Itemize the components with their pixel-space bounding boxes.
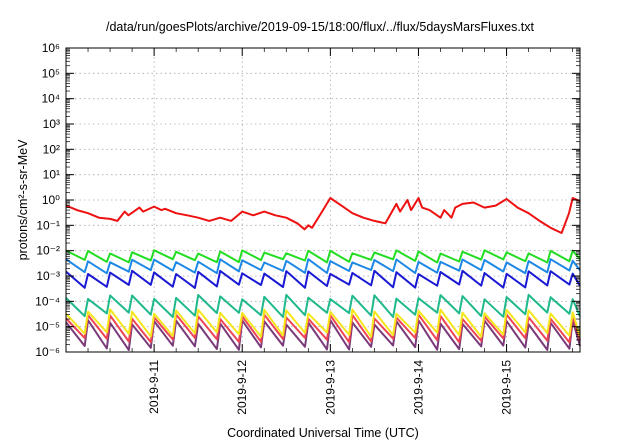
y-tick-label: 10³	[43, 117, 60, 131]
y-tick-label: 10²	[43, 142, 60, 156]
y-axis: 10⁻⁶ 10⁻⁵ 10⁻⁴ 10⁻³ 10⁻² 10⁻¹ 10⁰ 10¹ 10² 10³ 10⁴ 1…	[35, 41, 580, 359]
x-tick-label: 2019-9-15	[500, 360, 514, 415]
y-tick-label: 10⁻⁶	[35, 345, 60, 359]
y-tick-label: 10⁵	[42, 66, 60, 80]
y-tick-label: 10⁴	[41, 92, 60, 106]
y-tick-label: 10⁻¹	[36, 218, 60, 232]
series-line-4	[65, 269, 581, 289]
x-tick-label: 2019-9-12	[235, 360, 249, 415]
y-tick-label: 10⁻²	[36, 244, 60, 258]
y-tick-label: 10⁶	[42, 41, 60, 55]
x-tick-label: 2019-9-14	[411, 360, 425, 415]
x-tick-label: 2019-9-11	[147, 360, 161, 414]
x-axis: 2019-9-11 2019-9-12 2019-9-13 2019-9-14 2019…	[87, 48, 574, 415]
chart-title: /data/run/goesPlots/archive/2019-09-15/1…	[105, 20, 534, 34]
y-tick-label: 10⁻⁴	[35, 294, 60, 308]
series-line-6	[65, 308, 581, 338]
y-tick-label: 10¹	[43, 168, 60, 182]
x-tick-label: 2019-9-13	[323, 360, 337, 415]
y-tick-label: 10⁻⁵	[35, 320, 60, 334]
x-axis-label: Coordinated Universal Time (UTC)	[227, 426, 419, 440]
y-tick-label: 10⁻³	[36, 269, 60, 283]
series-line-1	[65, 197, 581, 234]
y-axis-label: protons/cm²-s-sr-MeV	[16, 139, 30, 261]
y-tick-label: 10⁰	[42, 193, 60, 207]
series-layer	[65, 197, 581, 351]
series-line-2	[65, 249, 581, 264]
series-line-3	[65, 258, 581, 275]
series-line-5	[65, 293, 581, 318]
